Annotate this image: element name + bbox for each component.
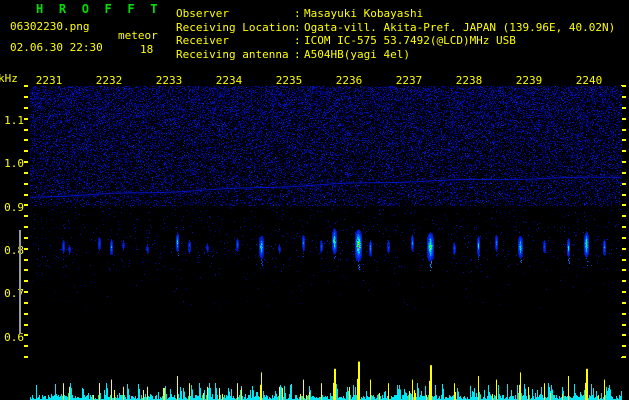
y-axis-minor-tick — [24, 107, 28, 109]
y-axis-minor-tick — [24, 96, 28, 98]
strip-chart-canvas — [30, 359, 622, 400]
metadata-separator: : — [294, 7, 301, 20]
y-axis-right-tick — [621, 237, 626, 239]
y-axis-right-tick — [621, 334, 626, 336]
metadata-separator: : — [294, 34, 301, 47]
y-axis-right-tick — [621, 356, 626, 358]
y-axis-right-tick — [621, 172, 626, 174]
y-axis-minor-tick — [24, 356, 28, 358]
y-axis-right-tick — [621, 118, 626, 120]
y-axis-right-tick — [621, 161, 626, 163]
metadata-value: ICOM IC-575 53.7492(@LCD)MHz USB — [304, 34, 516, 47]
metadata-separator: : — [294, 20, 301, 34]
frequency-range-marker — [19, 230, 21, 334]
y-axis-minor-tick — [24, 324, 28, 326]
y-axis-minor-tick — [24, 139, 28, 141]
metadata-row: Receiver: ICOM IC-575 53.7492(@LCD)MHz US… — [176, 34, 615, 48]
metadata-value: Masayuki Kobayashi — [304, 7, 424, 20]
y-axis-right-tick — [621, 345, 626, 347]
y-axis-minor-tick — [24, 248, 28, 250]
y-axis-right-tick — [621, 129, 626, 131]
y-axis-minor-tick — [24, 150, 28, 152]
y-axis-tick-label: 0.6 — [4, 331, 24, 344]
x-axis-tick-label: 2234 — [215, 74, 243, 87]
x-axis-tick-label: 2236 — [335, 74, 363, 87]
y-axis-tick-label: 1.0 — [4, 157, 24, 170]
y-axis-minor-tick — [24, 345, 28, 347]
metadata-value: A504HB(yagi 4el) — [304, 47, 410, 61]
y-axis-minor-tick — [24, 129, 28, 131]
y-axis-right-tick — [621, 96, 626, 98]
x-axis-tick-label: 2235 — [275, 74, 303, 87]
y-axis-minor-tick — [24, 118, 28, 120]
observation-datetime: 02.06.30 22:30 — [10, 41, 103, 54]
event-count-value: 18 — [140, 43, 154, 56]
event-kind-label: meteor — [118, 29, 158, 42]
y-axis-minor-tick — [24, 280, 28, 282]
y-axis-right-tick — [621, 204, 626, 206]
x-axis-tick-label: 2238 — [455, 74, 483, 87]
y-axis-right-tick — [621, 269, 626, 271]
metadata-separator: : — [294, 47, 301, 61]
y-axis-right-tick — [621, 313, 626, 315]
app-title: H R O F F T — [36, 2, 162, 16]
x-axis-tick-label: 2233 — [155, 74, 183, 87]
y-axis-minor-tick — [24, 259, 28, 261]
metadata-row: Receiving Location: Ogata-vill. Akita-Pre… — [176, 21, 615, 35]
metadata-key: Receiving Location — [176, 20, 296, 34]
y-axis-right-tick — [621, 107, 626, 109]
y-axis-tick-label: 0.9 — [4, 201, 24, 214]
x-axis-tick-label: 2240 — [575, 74, 603, 87]
y-axis-minor-tick — [24, 215, 28, 217]
y-axis-minor-tick — [24, 194, 28, 196]
y-axis-minor-tick — [24, 183, 28, 185]
y-axis-right-tick — [621, 139, 626, 141]
y-axis-minor-tick — [24, 85, 28, 87]
metadata-value: Ogata-vill. Akita-Pref. JAPAN (139.96E, … — [304, 20, 616, 34]
metadata-row: Observer: Masayuki Kobayashi — [176, 7, 615, 21]
y-axis-right-tick — [621, 280, 626, 282]
y-axis-right-tick — [621, 248, 626, 250]
y-axis-minor-tick — [24, 291, 28, 293]
y-axis-minor-tick — [24, 269, 28, 271]
y-axis-right-tick — [621, 150, 626, 152]
metadata-row: Receiving antenna: A504HB(yagi 4el) — [176, 48, 615, 62]
y-axis-minor-tick — [24, 237, 28, 239]
y-axis-tick-label: 1.1 — [4, 114, 24, 127]
y-axis-right-tick — [621, 183, 626, 185]
y-axis-minor-tick — [24, 172, 28, 174]
y-axis-right-tick — [621, 324, 626, 326]
y-axis-right-tick — [621, 291, 626, 293]
metadata-key: Observer — [176, 7, 229, 20]
y-axis-minor-tick — [24, 302, 28, 304]
metadata-key: Receiving antenna — [176, 47, 289, 61]
image-filename: 06302230.png — [10, 20, 90, 33]
y-axis-unit-label: kHz — [0, 72, 18, 85]
x-axis-tick-label: 2239 — [515, 74, 543, 87]
y-axis-minor-tick — [24, 226, 28, 228]
y-axis-right-tick — [621, 259, 626, 261]
spectrogram-canvas — [30, 86, 622, 357]
y-axis-right-tick — [621, 85, 626, 87]
y-axis-minor-tick — [24, 313, 28, 315]
x-axis-tick-label: 2237 — [395, 74, 423, 87]
metadata-key: Receiver — [176, 34, 229, 47]
y-axis-minor-tick — [24, 204, 28, 206]
y-axis-right-tick — [621, 194, 626, 196]
y-axis-minor-tick — [24, 334, 28, 336]
y-axis-right-tick — [621, 226, 626, 228]
strip-chart-plot — [30, 359, 622, 400]
y-axis-minor-tick — [24, 161, 28, 163]
observation-metadata: Observer: Masayuki Kobayashi Receiving Loc… — [176, 7, 615, 61]
x-axis-tick-label: 2232 — [95, 74, 123, 87]
y-axis-right-tick — [621, 215, 626, 217]
spectrogram-plot — [30, 86, 622, 357]
x-axis-tick-label: 2231 — [35, 74, 63, 87]
y-axis-right-tick — [621, 302, 626, 304]
